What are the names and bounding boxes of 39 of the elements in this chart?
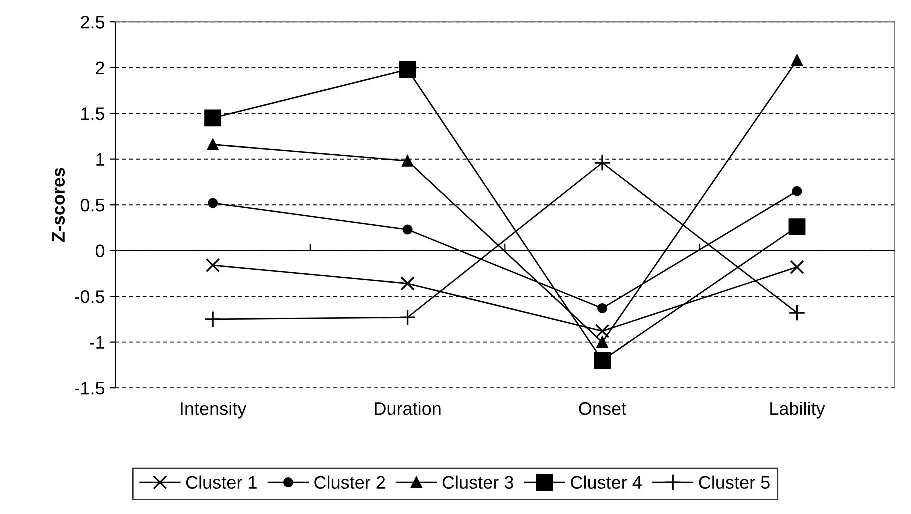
y-tick-label: 0	[96, 244, 105, 258]
point	[792, 54, 803, 66]
x-tick-label: Duration	[375, 402, 441, 416]
point	[788, 304, 806, 322]
point	[204, 310, 222, 328]
point	[596, 336, 608, 348]
point	[208, 198, 218, 208]
y-tick-label: 2	[96, 62, 104, 74]
point	[399, 309, 416, 326]
y-tick-label: 2.5	[81, 16, 105, 29]
point	[598, 303, 608, 314]
point	[206, 258, 220, 273]
y-tick-label: 1.5	[82, 108, 105, 120]
point	[204, 110, 222, 127]
point	[788, 218, 806, 236]
x-tick-label: Intensity	[181, 402, 247, 419]
y-tick-label: -0.5	[74, 290, 105, 304]
x-tick-label: Onset	[579, 402, 626, 416]
point	[790, 260, 804, 274]
point	[594, 352, 611, 370]
legend-label: Cluster 5	[699, 476, 770, 490]
point	[402, 224, 413, 235]
point	[402, 155, 414, 167]
y-tick-label: -1.5	[74, 382, 105, 395]
point	[399, 61, 416, 78]
legend-label: Cluster 4	[571, 476, 642, 490]
legend-label: Cluster 3	[442, 476, 514, 490]
y-tick-label: 1	[96, 153, 104, 166]
point	[207, 139, 219, 150]
point	[792, 186, 802, 196]
point	[594, 154, 611, 172]
legend-label: Cluster 2	[314, 476, 386, 490]
y-tick-label: -1	[90, 336, 104, 349]
point	[595, 324, 610, 338]
legend-label: Cluster 1	[186, 476, 257, 490]
point	[400, 276, 415, 291]
y-tick-label: 0.5	[80, 199, 105, 212]
y-axis-title: Z-scores	[52, 168, 66, 242]
x-tick-label: Lability	[770, 402, 826, 419]
